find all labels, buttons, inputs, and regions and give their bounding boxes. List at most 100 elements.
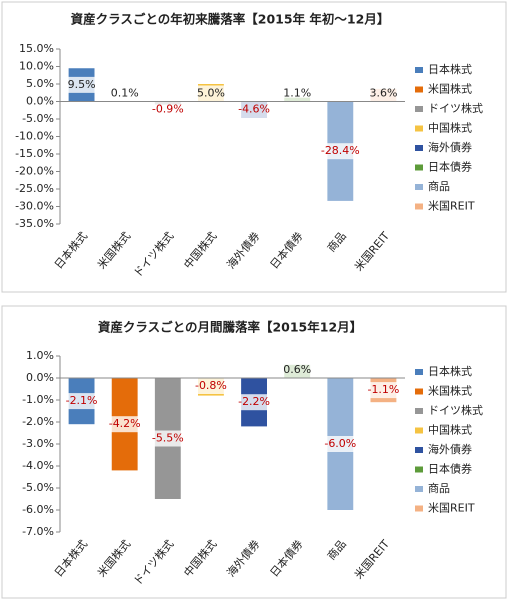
- value-label: -2.2%: [238, 395, 270, 408]
- value-label-bg: [364, 85, 403, 102]
- value-label: -5.5%: [152, 432, 184, 445]
- y-tick-label: -10.0%: [15, 130, 54, 143]
- x-tick-label: 海外債券: [224, 229, 263, 272]
- value-label: -0.9%: [152, 103, 184, 116]
- x-tick-label: 中国株式: [181, 229, 220, 272]
- y-tick-label: 5.0%: [26, 77, 54, 90]
- y-tick-label: 0.0%: [26, 95, 54, 108]
- legend-label: 海外債券: [428, 442, 472, 456]
- legend-label: 日本債券: [428, 462, 472, 476]
- value-label-bg: [148, 430, 187, 447]
- x-tick-label: 米国REIT: [352, 229, 392, 273]
- value-label: -0.8%: [195, 379, 227, 392]
- x-tick-label: 海外債券: [224, 537, 263, 580]
- x-tick-label: ドイツ株式: [130, 229, 176, 280]
- legend-label: 海外債券: [428, 140, 472, 154]
- value-label: -28.4%: [321, 144, 360, 157]
- legend-label: ドイツ株式: [428, 101, 483, 115]
- legend-label: 米国REIT: [428, 502, 475, 515]
- x-tick-label: 日本債券: [267, 229, 306, 272]
- legend-swatch: [415, 408, 423, 414]
- value-label-bg: [191, 378, 230, 394]
- value-label: -2.1%: [66, 394, 98, 407]
- legend-label: ドイツ株式: [428, 403, 483, 417]
- legend-swatch: [415, 505, 423, 512]
- y-tick-label: -25.0%: [15, 182, 54, 195]
- legend-swatch: [415, 145, 423, 151]
- legend-label: 米国株式: [428, 82, 472, 96]
- y-tick-label: 1.0%: [26, 349, 54, 362]
- y-tick-label: -5.0%: [22, 481, 54, 494]
- value-label: -6.0%: [324, 437, 356, 450]
- chart-frame: [1, 305, 507, 599]
- legend-swatch: [415, 86, 423, 93]
- value-label: -1.1%: [367, 383, 399, 396]
- value-label: 1.1%: [283, 87, 311, 100]
- legend-swatch: [415, 486, 423, 492]
- value-label-bg: [148, 101, 187, 118]
- legend-swatch: [415, 164, 423, 171]
- y-tick-label: 15.0%: [19, 42, 54, 55]
- value-label-bg: [105, 416, 144, 433]
- value-label: -4.6%: [238, 103, 270, 116]
- y-tick-label: -1.0%: [22, 393, 54, 406]
- x-tick-label: 米国株式: [94, 229, 133, 272]
- legend-swatch: [415, 67, 423, 73]
- legend-swatch: [415, 427, 423, 434]
- value-label-bg: [105, 85, 144, 102]
- legend-label: 日本債券: [428, 160, 472, 174]
- chart-frame: [1, 1, 507, 293]
- legend-swatch: [415, 447, 423, 453]
- legend-swatch: [415, 203, 423, 210]
- x-tick-label: ドイツ株式: [130, 537, 176, 588]
- value-label-bg: [278, 362, 317, 378]
- value-label: 5.0%: [197, 87, 225, 100]
- value-label-bg: [62, 76, 101, 93]
- y-tick-label: -30.0%: [15, 200, 54, 213]
- legend-swatch: [415, 106, 423, 112]
- legend-swatch: [415, 125, 423, 132]
- value-label-bg: [364, 382, 403, 399]
- value-label-bg: [321, 436, 360, 452]
- x-tick-label: 米国REIT: [352, 537, 392, 581]
- value-label: 3.6%: [369, 87, 397, 100]
- y-tick-label: -5.0%: [22, 112, 54, 125]
- y-tick-label: -15.0%: [15, 147, 54, 160]
- legend-label: 中国株式: [428, 423, 472, 437]
- y-tick-label: -20.0%: [15, 165, 54, 178]
- legend-swatch: [415, 184, 423, 190]
- legend-swatch: [415, 369, 423, 375]
- x-tick-label: 商品: [324, 537, 349, 563]
- value-label-bg: [235, 101, 274, 118]
- y-tick-label: -3.0%: [22, 437, 54, 450]
- y-tick-label: -7.0%: [22, 525, 54, 538]
- value-label-bg: [191, 85, 230, 102]
- y-tick-label: -6.0%: [22, 503, 54, 516]
- x-tick-label: 日本株式: [51, 537, 90, 580]
- legend-label: 日本株式: [428, 62, 472, 76]
- legend-label: 中国株式: [428, 121, 472, 135]
- legend-swatch: [415, 466, 423, 473]
- chart-title: 資産クラスごとの月間騰落率【2015年12月】: [98, 320, 362, 335]
- legend-label: 商品: [428, 481, 450, 495]
- legend-label: 米国株式: [428, 384, 472, 398]
- value-label-bg: [278, 85, 317, 102]
- legend-label: 日本株式: [428, 364, 472, 378]
- y-tick-label: 0.0%: [26, 371, 54, 384]
- legend-label: 米国REIT: [428, 200, 475, 213]
- x-tick-label: 日本株式: [51, 229, 90, 272]
- x-tick-label: 中国株式: [181, 537, 220, 580]
- y-tick-label: 10.0%: [19, 60, 54, 73]
- value-label-bg: [321, 143, 360, 160]
- y-tick-label: -2.0%: [22, 415, 54, 428]
- y-tick-label: -4.0%: [22, 459, 54, 472]
- value-label-bg: [62, 393, 101, 410]
- value-label-bg: [235, 394, 274, 411]
- legend-label: 商品: [428, 179, 450, 193]
- value-label: 0.1%: [111, 87, 139, 100]
- value-label: 0.6%: [283, 363, 311, 376]
- x-tick-label: 日本債券: [267, 537, 306, 580]
- chart-title: 資産クラスごとの年初来騰落率【2015年 年初～12月】: [71, 12, 390, 27]
